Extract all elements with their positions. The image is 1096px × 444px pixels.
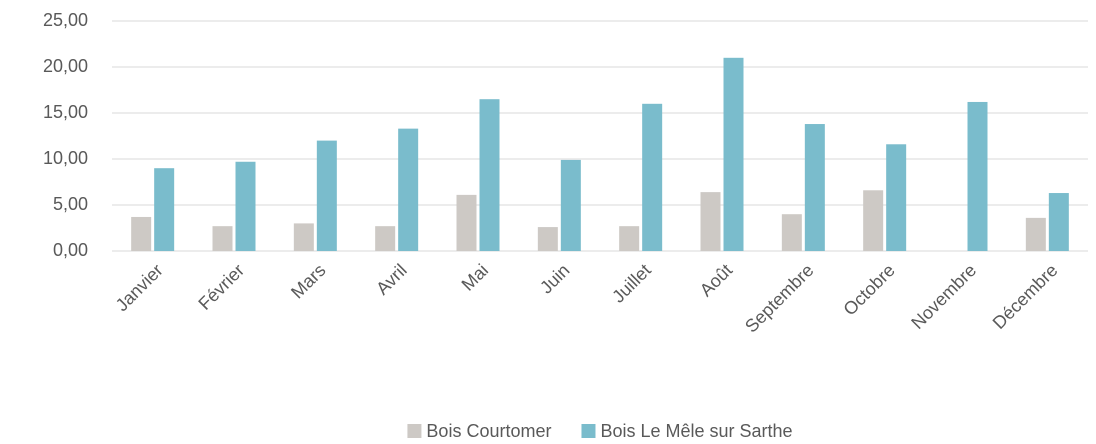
bar [804, 124, 825, 251]
x-tick-label: Février [194, 260, 248, 314]
bar [619, 226, 640, 251]
legend: Bois Courtomer Bois Le Mêle sur Sarthe [407, 421, 793, 441]
bar [1025, 217, 1046, 251]
legend-label: Bois Le Mêle sur Sarthe [600, 421, 792, 441]
bar [456, 194, 477, 251]
y-tick-label: 5,00 [53, 194, 88, 214]
y-tick-label: 15,00 [43, 102, 88, 122]
bar [316, 140, 337, 251]
bar [154, 168, 175, 251]
bar [131, 216, 152, 251]
bar [967, 101, 988, 252]
bar [560, 159, 581, 251]
bar [781, 214, 802, 251]
bar [293, 223, 314, 251]
x-tick-label: Janvier [112, 260, 167, 315]
x-tick-label: Mai [458, 260, 493, 295]
x-tick-label: Décembre [989, 260, 1062, 333]
x-tick-label: Août [696, 260, 736, 300]
x-tick-label: Avril [372, 260, 411, 299]
bar [886, 144, 907, 251]
x-tick-label: Octobre [839, 260, 898, 319]
x-tick-label: Mars [287, 260, 329, 302]
x-tick-label: Septembre [741, 260, 817, 336]
y-tick-label: 20,00 [43, 56, 88, 76]
legend-label: Bois Courtomer [426, 421, 551, 441]
legend-swatch [407, 424, 422, 438]
bar [723, 57, 744, 251]
bar [700, 192, 721, 251]
bar [863, 190, 884, 251]
y-tick-label: 10,00 [43, 148, 88, 168]
legend-swatch [581, 424, 596, 438]
bar [375, 226, 396, 251]
bar [398, 128, 419, 251]
bar [235, 161, 256, 251]
y-tick-label: 0,00 [53, 240, 88, 260]
y-tick-label: 25,00 [43, 10, 88, 30]
bar [642, 103, 663, 251]
bar [212, 226, 233, 251]
bar [537, 227, 558, 251]
bar [1048, 193, 1069, 251]
x-tick-label: Novembre [907, 260, 980, 333]
x-tick-label: Juin [536, 260, 573, 297]
bar [479, 99, 500, 251]
x-tick-label: Juillet [608, 260, 655, 307]
